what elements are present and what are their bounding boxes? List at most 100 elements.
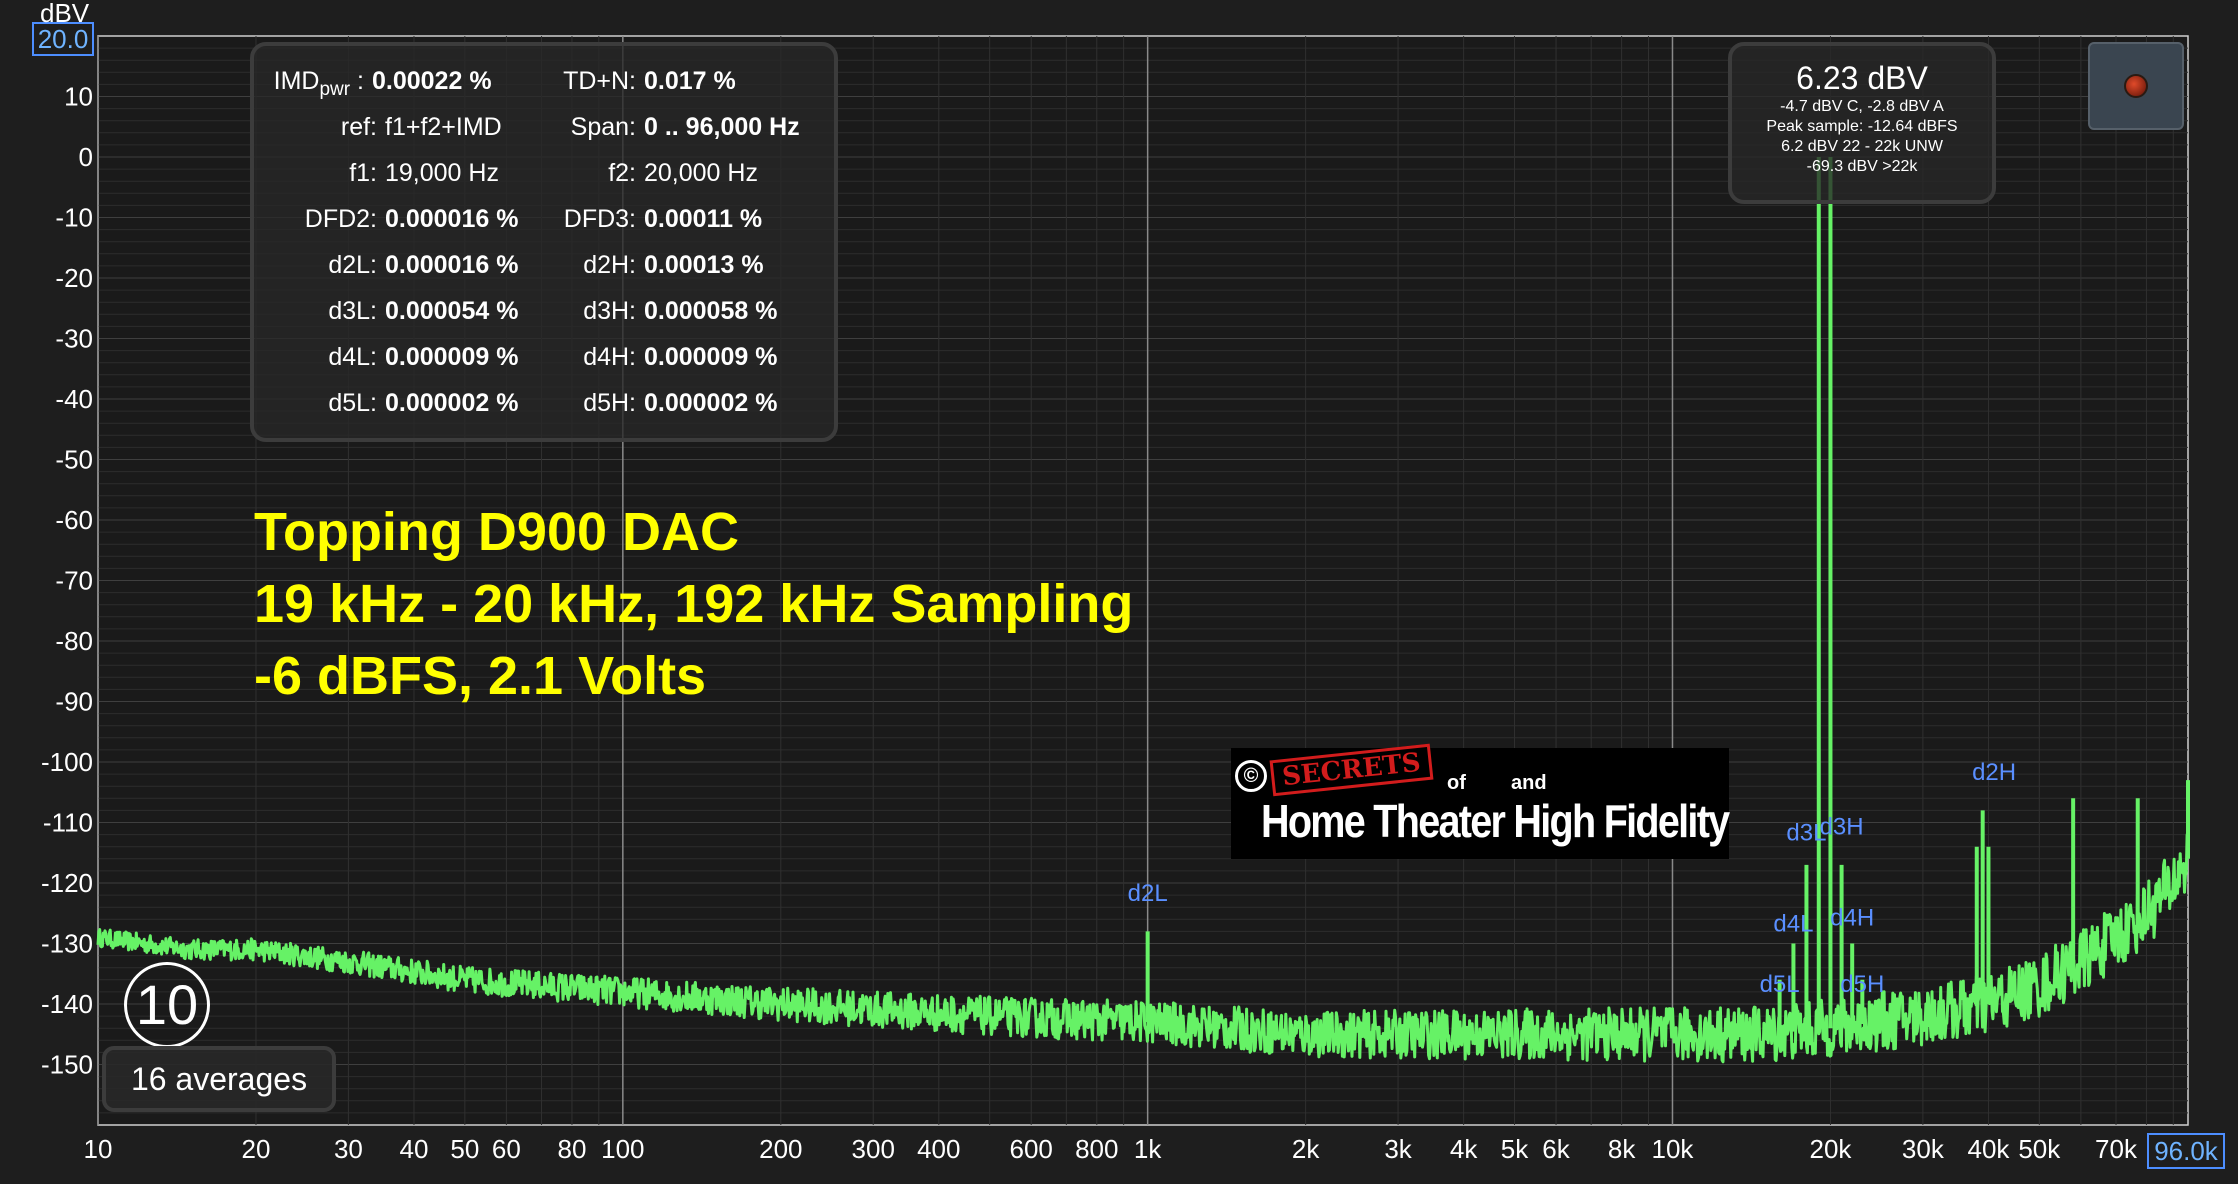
peak-label-d4h: d4H (1830, 904, 1874, 931)
y-max-label: 20.0 (38, 24, 89, 54)
tdn-label: TD+N: (563, 67, 636, 95)
y-tick-label: -150 (41, 1050, 93, 1080)
averages-button[interactable]: 16 averages (102, 1046, 336, 1112)
stat-span: Span: 0 .. 96,000 Hz (524, 104, 800, 150)
x-tick-label: 1k (1134, 1134, 1162, 1164)
d2l-label: d2L: (328, 251, 377, 279)
x-tick-label: 80 (558, 1134, 587, 1164)
tdn-value: 0.017 % (644, 67, 736, 95)
d5h-value: 0.000002 % (644, 389, 778, 417)
x-tick-label: 200 (759, 1134, 802, 1164)
logo-secrets: SECRETS (1269, 743, 1434, 797)
stat-d2h: d2H: 0.00013 % (524, 242, 764, 288)
y-tick-label: -90 (55, 687, 93, 717)
x-tick-label: 800 (1075, 1134, 1118, 1164)
logo-and: and (1511, 772, 1547, 794)
y-tick-label: -80 (55, 626, 93, 656)
d4l-label: d4L: (328, 343, 377, 371)
logo-of: of (1447, 772, 1466, 794)
stat-d2l: d2L: 0.000016 % (262, 242, 518, 288)
record-icon (2124, 74, 2148, 98)
imd-label: IMD (273, 67, 320, 95)
peak-label-d3l: d3L (1786, 820, 1826, 847)
copyright-icon: © (1235, 760, 1267, 792)
x-tick-label: 70k (2095, 1134, 2138, 1164)
y-axis-label: dBV (40, 0, 90, 28)
x-tick-label: 40k (1967, 1134, 2010, 1164)
peak-label-d5h: d5H (1840, 971, 1884, 998)
peak-label-d2l: d2L (1128, 880, 1168, 907)
y-tick-label: 0 (79, 142, 93, 172)
stat-d5h: d5H: 0.000002 % (524, 380, 777, 426)
annotation-level: -6 dBFS, 2.1 Volts (254, 646, 707, 706)
level-readout[interactable]: 6.23 dBV -4.7 dBV C, -2.8 dBV A Peak sam… (1728, 42, 1996, 204)
stat-ref: ref: f1+f2+IMD (262, 104, 502, 150)
x-tick-label: 30k (1902, 1134, 1945, 1164)
stat-dfd2: DFD2: 0.000016 % (262, 196, 519, 242)
d2h-label: d2H: (583, 251, 636, 279)
x-tick-label: 40 (400, 1134, 429, 1164)
d5l-label: d5L: (328, 389, 377, 417)
f1-label: f1: (349, 159, 377, 187)
level-above-22k: -69.3 dBV >22k (1806, 158, 1918, 175)
stat-d3l: d3L: 0.000054 % (262, 288, 518, 334)
x-tick-label: 10 (84, 1134, 113, 1164)
x-tick-label: 2k (1292, 1134, 1320, 1164)
stat-tdn: TD+N: 0.017 % (524, 58, 736, 104)
ref-label: ref: (340, 113, 377, 141)
d3l-value: 0.000054 % (385, 297, 519, 325)
d5h-label: d5H: (583, 389, 636, 417)
stat-d4h: d4H: 0.000009 % (524, 334, 777, 380)
d5l-value: 0.000002 % (385, 389, 519, 417)
level-weighted: -4.7 dBV C, -2.8 dBV A (1780, 98, 1944, 115)
y-tick-label: -130 (41, 929, 93, 959)
y-tick-label: -70 (55, 566, 93, 596)
record-button[interactable] (2088, 42, 2184, 130)
level-unweighted: 6.2 dBV 22 - 22k UNW (1781, 138, 1943, 155)
stat-d4l: d4L: 0.000009 % (262, 334, 518, 380)
d4l-value: 0.000009 % (385, 343, 519, 371)
y-tick-label: 10 (64, 82, 93, 112)
dfd3-label: DFD3: (563, 205, 636, 233)
measurement-panel: IMDpwr :0.00022 % TD+N: 0.017 % ref: f1+f2… (250, 42, 838, 442)
level-peak-sample: Peak sample: -12.64 dBFS (1766, 118, 1958, 135)
x-tick-label: 50k (2018, 1134, 2061, 1164)
span-value: 0 .. 96,000 Hz (644, 113, 800, 141)
f1-value: 19,000 Hz (385, 159, 499, 187)
x-tick-label: 60 (492, 1134, 521, 1164)
stat-f1: f1: 19,000 Hz (262, 150, 499, 196)
f2-value: 20,000 Hz (644, 159, 758, 187)
imd-sub: pwr (319, 79, 351, 100)
y-tick-label: -30 (55, 324, 93, 354)
x-tick-label: 20 (242, 1134, 271, 1164)
peak-label-d5l: d5L (1760, 971, 1800, 998)
stat-d3h: d3H: 0.000058 % (524, 288, 777, 334)
ref-value: f1+f2+IMD (385, 113, 502, 141)
average-count-badge[interactable]: 10 (124, 962, 210, 1048)
x-tick-label: 100 (601, 1134, 644, 1164)
x-tick-label: 3k (1384, 1134, 1412, 1164)
y-max-box (32, 22, 94, 56)
f2-label: f2: (608, 159, 636, 187)
x-tick-label: 50 (450, 1134, 479, 1164)
annotation-test-signal: 19 kHz - 20 kHz, 192 kHz Sampling (254, 574, 1134, 634)
d2h-value: 0.00013 % (644, 251, 764, 279)
x-tick-label: 8k (1608, 1134, 1636, 1164)
dfd3-value: 0.00011 % (644, 205, 763, 233)
y-tick-label: -10 (55, 203, 93, 233)
x-tick-label: 6k (1542, 1134, 1570, 1164)
x-max-box (2147, 1133, 2225, 1169)
dfd2-value: 0.000016 % (385, 205, 519, 233)
x-tick-label: 5k (1501, 1134, 1529, 1164)
x-tick-label: 400 (917, 1134, 960, 1164)
logo-title: Home Theater High Fidelity (1261, 795, 1730, 847)
imd-value: 0.00022 % (372, 67, 492, 95)
chart-annotation: Topping D900 DAC 19 kHz - 20 kHz, 192 kH… (254, 496, 1133, 712)
stat-f2: f2: 20,000 Hz (524, 150, 758, 196)
d3h-value: 0.000058 % (644, 297, 778, 325)
y-tick-label: -140 (41, 989, 93, 1019)
y-tick-label: -60 (55, 505, 93, 535)
